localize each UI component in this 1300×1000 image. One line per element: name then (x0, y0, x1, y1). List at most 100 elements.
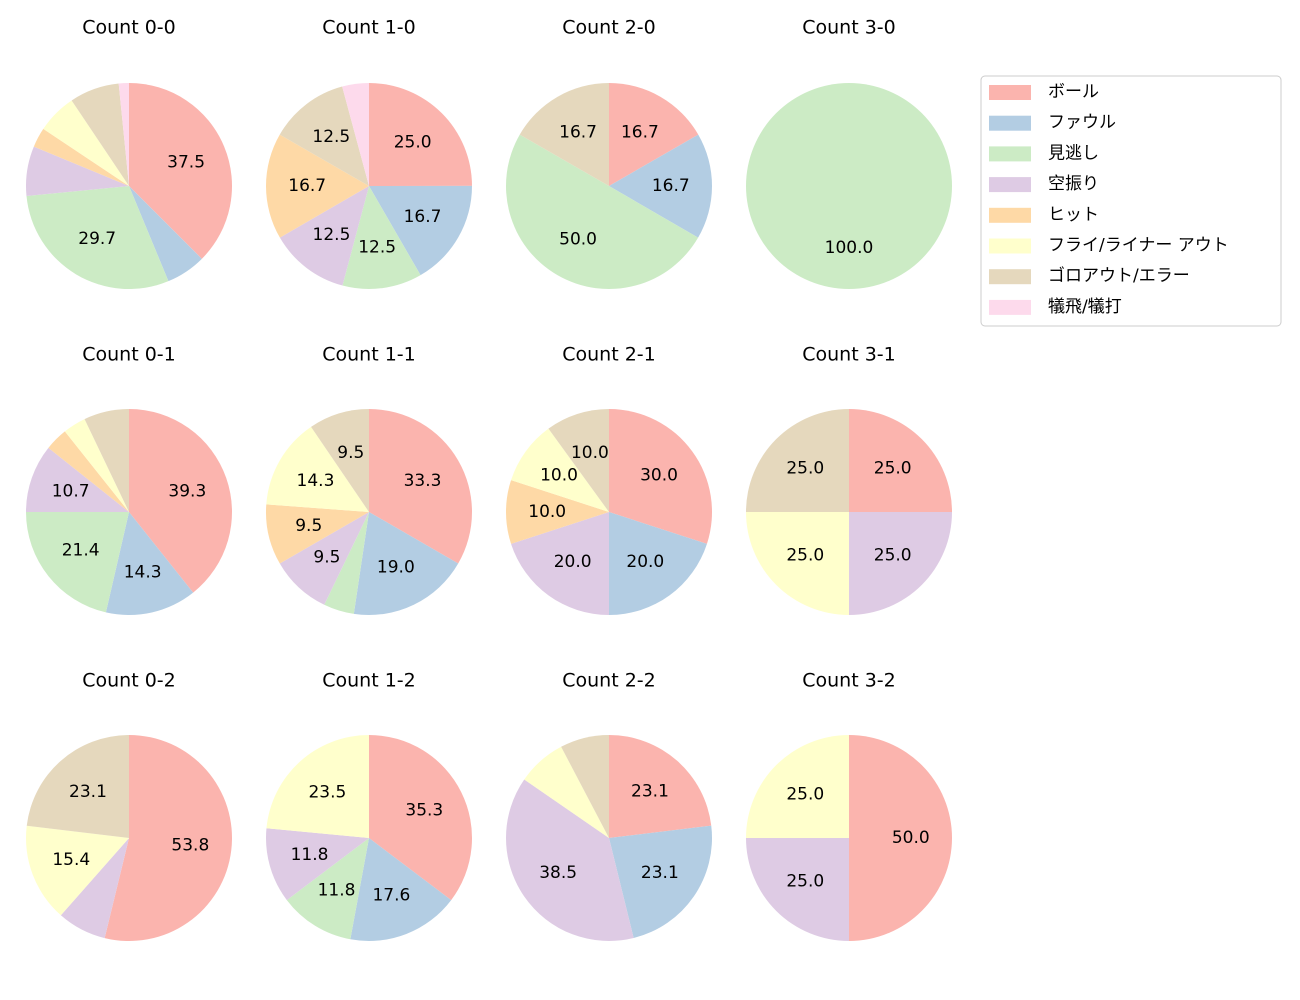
slice-label: 25.0 (786, 872, 824, 892)
legend-swatch (989, 115, 1031, 131)
pie-slice (561, 735, 609, 838)
slice-label: 25.0 (874, 458, 912, 478)
slice-label: 16.7 (288, 176, 326, 196)
pie-slice (129, 186, 202, 282)
pie-slice (60, 838, 130, 939)
pie-slice (342, 83, 369, 186)
slice-label: 9.5 (313, 547, 340, 567)
pie-slice (609, 134, 712, 238)
slice-label: 17.6 (372, 886, 410, 906)
pie-slice (505, 134, 699, 290)
pie-slice (129, 83, 232, 259)
slice-label: 16.7 (559, 122, 597, 142)
pie-slice (286, 838, 369, 940)
legend-swatch (989, 238, 1031, 254)
slice-label: 37.5 (167, 152, 205, 172)
slice-label: 16.7 (621, 122, 659, 142)
legend-label: ボール (1048, 82, 1099, 102)
slice-label: 16.7 (652, 176, 690, 196)
pie-slice (746, 735, 849, 838)
slice-label: 12.5 (313, 225, 351, 245)
legend-label: ファウル (1048, 113, 1116, 133)
legend-swatch (989, 177, 1031, 193)
pie-slice (353, 512, 459, 615)
legend-swatch (989, 85, 1031, 100)
slice-label: 25.0 (786, 546, 824, 566)
pie-slice (279, 186, 369, 286)
pie-title: Count 3-0 (802, 17, 896, 39)
slice-label: 23.1 (631, 782, 669, 802)
slice-label: 10.0 (540, 466, 578, 486)
pie-slice (609, 735, 712, 838)
slice-label: 25.0 (786, 784, 824, 804)
pie-title: Count 2-1 (562, 344, 656, 366)
pie-slice (324, 512, 369, 614)
pie-title: Count 1-0 (322, 17, 416, 39)
pie-slice (609, 825, 712, 939)
pie-title: Count 2-2 (562, 670, 656, 692)
pie-slice (84, 409, 129, 512)
pie-slice (519, 83, 609, 186)
pie-slice (342, 186, 421, 289)
slice-label: 25.0 (394, 132, 432, 152)
slice-label: 23.1 (69, 782, 107, 802)
pie-slice (511, 512, 609, 615)
pie-slice (746, 83, 952, 289)
pie-slice (746, 838, 849, 941)
slice-label: 39.3 (168, 482, 206, 502)
pie-title: Count 0-1 (82, 344, 176, 366)
pie-slice (26, 447, 129, 512)
pie-slice (746, 512, 849, 615)
pie-title: Count 0-0 (82, 17, 176, 39)
legend-box (980, 75, 1282, 327)
slice-label: 100.0 (825, 238, 874, 258)
pie-slice (105, 512, 194, 615)
legend-swatch (989, 269, 1031, 285)
pie-slice (746, 409, 849, 512)
slice-label: 25.0 (874, 546, 912, 566)
pie-slice (64, 419, 129, 512)
pie-slice (25, 146, 129, 197)
pie-slice (266, 504, 369, 564)
pie-slice (48, 431, 130, 512)
slice-label: 20.0 (626, 552, 664, 572)
slice-label: 20.0 (554, 552, 592, 572)
slice-label: 15.4 (52, 850, 90, 870)
slice-label: 19.0 (377, 558, 415, 578)
slice-label: 11.8 (318, 881, 356, 901)
slice-label: 10.7 (52, 482, 90, 502)
pie-slice (43, 100, 130, 186)
pie-slice (609, 512, 707, 615)
pie-slice (25, 825, 129, 916)
pie-slice (369, 185, 472, 276)
pie-slice (266, 735, 369, 838)
pie-slice (129, 409, 232, 593)
slice-label: 9.5 (337, 443, 364, 463)
pie-slice (104, 735, 232, 941)
pie-slice (71, 83, 129, 186)
pie-slice (279, 512, 369, 605)
slice-label: 12.5 (358, 237, 396, 257)
pie-title: Count 1-2 (322, 670, 416, 692)
slice-label: 50.0 (559, 230, 597, 250)
slice-label: 35.3 (405, 800, 443, 820)
pie-slice (279, 86, 369, 186)
pie-title: Count 3-1 (802, 344, 896, 366)
pie-slice (26, 186, 169, 289)
pie-title: Count 2-0 (562, 17, 656, 39)
pie-slice (849, 512, 952, 615)
slice-label: 14.3 (297, 471, 335, 491)
pie-slice (609, 83, 699, 186)
pie-slice (350, 838, 452, 942)
legend-swatch (989, 299, 1031, 315)
pie-slice (266, 134, 369, 238)
legend-swatch (989, 146, 1031, 162)
pie-slice (311, 409, 369, 512)
slice-label: 50.0 (892, 828, 930, 848)
legend-label: 見逃し (1048, 143, 1099, 163)
pie-title: Count 1-1 (322, 344, 416, 366)
slice-label: 38.5 (539, 863, 577, 883)
slice-label: 33.3 (404, 471, 442, 491)
slice-label: 11.8 (291, 845, 329, 865)
pie-slice (266, 426, 369, 512)
